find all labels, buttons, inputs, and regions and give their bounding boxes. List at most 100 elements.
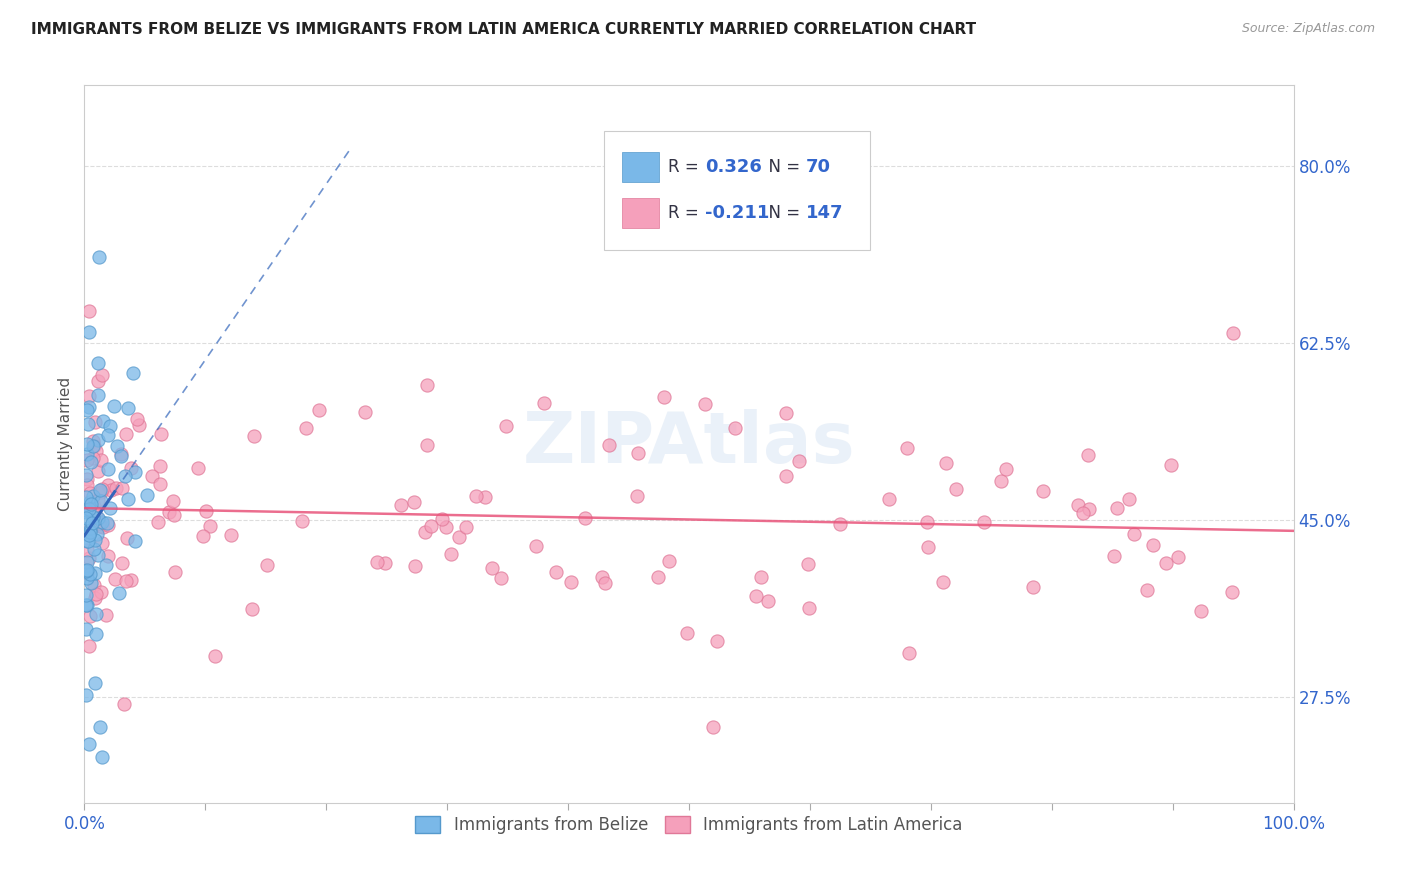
Point [141, 469, 163, 483]
Point [98, 418, 121, 433]
Point [100, 483, 122, 498]
Point [295, 420, 318, 434]
Point [489, 571, 512, 585]
Point [125, 412, 148, 426]
Text: N =: N = [758, 204, 806, 222]
Point [76, 534, 98, 549]
Point [706, 633, 728, 648]
Point [84, 607, 107, 622]
Point [97, 517, 120, 532]
Point [75, 510, 97, 524]
Point [146, 516, 169, 530]
Point [1067, 499, 1090, 513]
Point [82, 489, 104, 503]
Point [702, 720, 724, 734]
Point [945, 482, 967, 496]
Point [97, 428, 120, 442]
Point [256, 558, 278, 573]
Point [89, 720, 111, 734]
Point [80, 516, 103, 530]
Point [896, 442, 918, 456]
Point [454, 519, 477, 533]
Point [77, 528, 100, 542]
Point [91, 368, 114, 382]
Point [1107, 501, 1129, 516]
Point [76, 542, 98, 557]
Point [828, 516, 851, 531]
Point [76, 571, 98, 585]
Point [647, 570, 669, 584]
Point [79, 738, 101, 752]
Point [149, 476, 172, 491]
Point [76, 520, 98, 534]
Point [157, 505, 180, 519]
Point [79, 525, 101, 540]
Point [84, 587, 107, 601]
Point [75, 503, 97, 517]
Point [1032, 483, 1054, 498]
Point [1136, 583, 1159, 598]
Point [120, 461, 142, 475]
Point [124, 465, 146, 479]
Point [76, 525, 98, 540]
Point [1104, 549, 1126, 564]
Point [84, 416, 107, 430]
Point [524, 539, 547, 553]
Point [117, 401, 139, 415]
Point [90, 453, 112, 467]
Point [775, 469, 797, 483]
Point [89, 519, 111, 533]
Point [165, 565, 187, 579]
Point [87, 388, 110, 402]
Point [77, 501, 100, 516]
Point [1167, 550, 1189, 565]
Point [84, 533, 107, 547]
Point [495, 419, 517, 434]
Text: N =: N = [758, 158, 806, 176]
Point [1160, 458, 1182, 472]
Point [1022, 580, 1045, 594]
Point [787, 454, 810, 468]
Point [574, 511, 596, 525]
Point [931, 575, 953, 590]
Point [76, 555, 98, 569]
Point [447, 530, 470, 544]
Text: IMMIGRANTS FROM BELIZE VS IMMIGRANTS FROM LATIN AMERICA CURRENTLY MARRIED CORREL: IMMIGRANTS FROM BELIZE VS IMMIGRANTS FRO… [31, 22, 976, 37]
Point [626, 490, 648, 504]
Point [1078, 501, 1101, 516]
Point [105, 439, 128, 453]
Point [96, 516, 118, 530]
Point [80, 576, 103, 591]
Point [79, 494, 101, 508]
FancyBboxPatch shape [623, 152, 659, 182]
Point [97, 478, 120, 492]
Point [79, 524, 101, 538]
Point [402, 494, 425, 508]
Point [76, 598, 98, 612]
Point [110, 447, 132, 461]
Point [91, 519, 114, 533]
Point [149, 426, 172, 441]
Point [1118, 491, 1140, 506]
Point [83, 541, 105, 556]
Point [87, 516, 110, 530]
Point [94, 558, 117, 572]
Point [1142, 538, 1164, 552]
Point [79, 567, 101, 582]
Point [128, 417, 150, 432]
Point [434, 519, 457, 533]
Point [75, 490, 97, 504]
Point [83, 499, 105, 513]
Point [533, 396, 555, 410]
Point [108, 586, 131, 600]
Point [86, 464, 108, 478]
Point [416, 378, 439, 392]
Point [103, 399, 125, 413]
Text: R =: R = [668, 204, 704, 222]
Text: ZIPAtlas: ZIPAtlas [523, 409, 855, 478]
Point [82, 510, 104, 524]
Point [745, 589, 768, 603]
Point [404, 559, 426, 574]
Point [79, 639, 101, 653]
Point [440, 547, 463, 561]
